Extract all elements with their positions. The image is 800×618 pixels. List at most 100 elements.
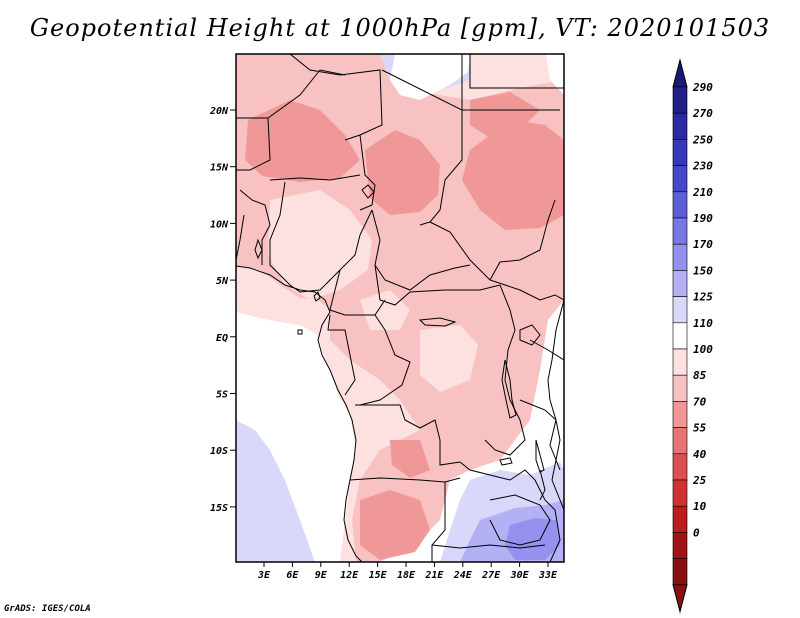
border-malawi xyxy=(539,469,546,501)
colorbar-label: 170 xyxy=(693,238,713,251)
lake-victoria xyxy=(519,324,541,346)
field-dark-pink-mali xyxy=(245,100,360,182)
field-light-pink-west-africa xyxy=(268,190,372,300)
colorbar-swatch xyxy=(672,86,688,114)
lake-malawi xyxy=(535,439,545,473)
colorbar-swatch xyxy=(672,479,688,507)
colorbar-label: 110 xyxy=(693,317,713,330)
border-sudan-ethiopia xyxy=(489,199,556,281)
lon-tick-label: 15E xyxy=(369,570,388,581)
latitude-axis: 20N 15N 10N 5N EQ 5S 10S 15S xyxy=(209,106,236,514)
congo-river-lake xyxy=(418,317,457,327)
border-nigeria xyxy=(269,181,373,293)
border-egypt-sudan xyxy=(461,54,560,111)
colorbar-swatch xyxy=(672,165,688,193)
colorbar-label: 70 xyxy=(693,395,707,408)
border-drc-angola xyxy=(355,404,461,466)
red-sea xyxy=(546,54,564,95)
lake-tanganyika xyxy=(501,359,517,419)
border-angola-namibia xyxy=(349,477,461,483)
field-dark-pink-angola xyxy=(390,440,430,478)
lon-tick-label: 33E xyxy=(538,570,558,581)
colorbar-swatch xyxy=(672,217,688,245)
lon-tick-label: 18E xyxy=(397,570,416,581)
colorbar-swatch xyxy=(672,427,688,455)
colorbar-label: 190 xyxy=(693,212,713,225)
border-congo-drc xyxy=(359,314,411,406)
colorbar-label: 10 xyxy=(693,500,707,513)
border-zambia xyxy=(459,461,536,481)
colorbar-label: 230 xyxy=(692,160,713,173)
border-south-sudan xyxy=(429,221,521,291)
mediterranean xyxy=(390,54,470,100)
lon-tick-label: 6E xyxy=(286,570,299,581)
colorbar-swatch xyxy=(672,558,688,586)
colorbar-label: 150 xyxy=(693,264,713,277)
field-dark-pink-chad xyxy=(365,130,440,215)
colorbar-label: 100 xyxy=(693,343,713,356)
border-south-africa xyxy=(431,544,546,549)
border-cameroon xyxy=(329,269,386,316)
border-car-drc xyxy=(374,264,501,306)
colorbar-swatch xyxy=(672,322,688,350)
colorbar-label: 40 xyxy=(693,448,707,461)
colorbar-label: 25 xyxy=(692,474,707,487)
border-mozambique xyxy=(534,479,561,562)
coastline-east-africa xyxy=(547,299,564,511)
colorbar-bottom-arrow xyxy=(672,584,688,614)
lake-volta xyxy=(254,238,263,260)
lat-tick-label: 10N xyxy=(210,219,229,230)
colorbar-swatch xyxy=(672,191,688,219)
border-mauritania-mali xyxy=(236,69,346,119)
lon-tick-label: 3E xyxy=(257,570,271,581)
colorbar-swatch xyxy=(672,453,688,481)
island-sao-tome xyxy=(297,329,303,335)
colorbar-top-arrow xyxy=(672,58,688,88)
lat-tick-label: 10S xyxy=(210,446,228,457)
field-light-pink-congo xyxy=(420,325,478,392)
field-dark-pink-libya xyxy=(470,92,540,138)
colorbar-label: 290 xyxy=(692,81,713,94)
border-namibia-botswana xyxy=(431,482,446,562)
field-lavender-atlantic xyxy=(236,420,315,562)
lon-tick-label: 12E xyxy=(340,570,359,581)
colorbar-swatch xyxy=(672,532,688,559)
colorbar-swatch xyxy=(672,374,688,402)
coastline-central-west xyxy=(317,311,363,562)
border-libya-egypt xyxy=(469,54,564,89)
map-title: Geopotential Height at 1000hPa [gpm], VT… xyxy=(29,14,771,42)
colorbar-label: 85 xyxy=(693,369,707,382)
colorbar-swatch xyxy=(672,270,688,297)
grads-credit: GrADS: IGES/COLA xyxy=(4,604,91,614)
coastline-west-africa xyxy=(236,265,331,313)
colorbar-swatch xyxy=(672,401,688,428)
colorbar-label: 55 xyxy=(693,422,707,435)
border-gabon-congo xyxy=(327,314,356,396)
lat-tick-label: 5S xyxy=(216,390,228,401)
lat-tick-label: 5N xyxy=(216,276,229,287)
field-dark-pink-namibia xyxy=(360,490,430,560)
lon-tick-label: 27E xyxy=(481,570,501,581)
shaded-field xyxy=(236,54,564,562)
longitude-axis: 3E 6E 9E 12E 15E 18E 21E 24E 27E 30E 33E xyxy=(257,562,558,581)
field-dark-pink-sudan xyxy=(462,120,564,230)
border-west-africa-2 xyxy=(236,214,245,261)
map-frame xyxy=(235,53,565,563)
border-drc-east xyxy=(484,284,526,456)
colorbar-label: 250 xyxy=(692,133,713,146)
border-mali-niger xyxy=(236,117,271,171)
lat-tick-label: 15N xyxy=(210,163,229,174)
border-niger-chad xyxy=(359,134,376,211)
indian-ocean xyxy=(548,395,564,470)
colorbar-label: 125 xyxy=(693,291,713,304)
colorbar-label: 210 xyxy=(692,186,713,199)
lat-tick-label: 20N xyxy=(209,106,229,117)
lat-tick-label: EQ xyxy=(216,333,228,344)
lon-tick-label: 30E xyxy=(510,570,530,581)
lat-tick-label: 15S xyxy=(210,503,228,514)
border-chad-car xyxy=(371,209,471,291)
island-bioko xyxy=(313,291,321,302)
border-zimbabwe xyxy=(489,494,551,546)
border-niger-nigeria xyxy=(269,174,361,181)
